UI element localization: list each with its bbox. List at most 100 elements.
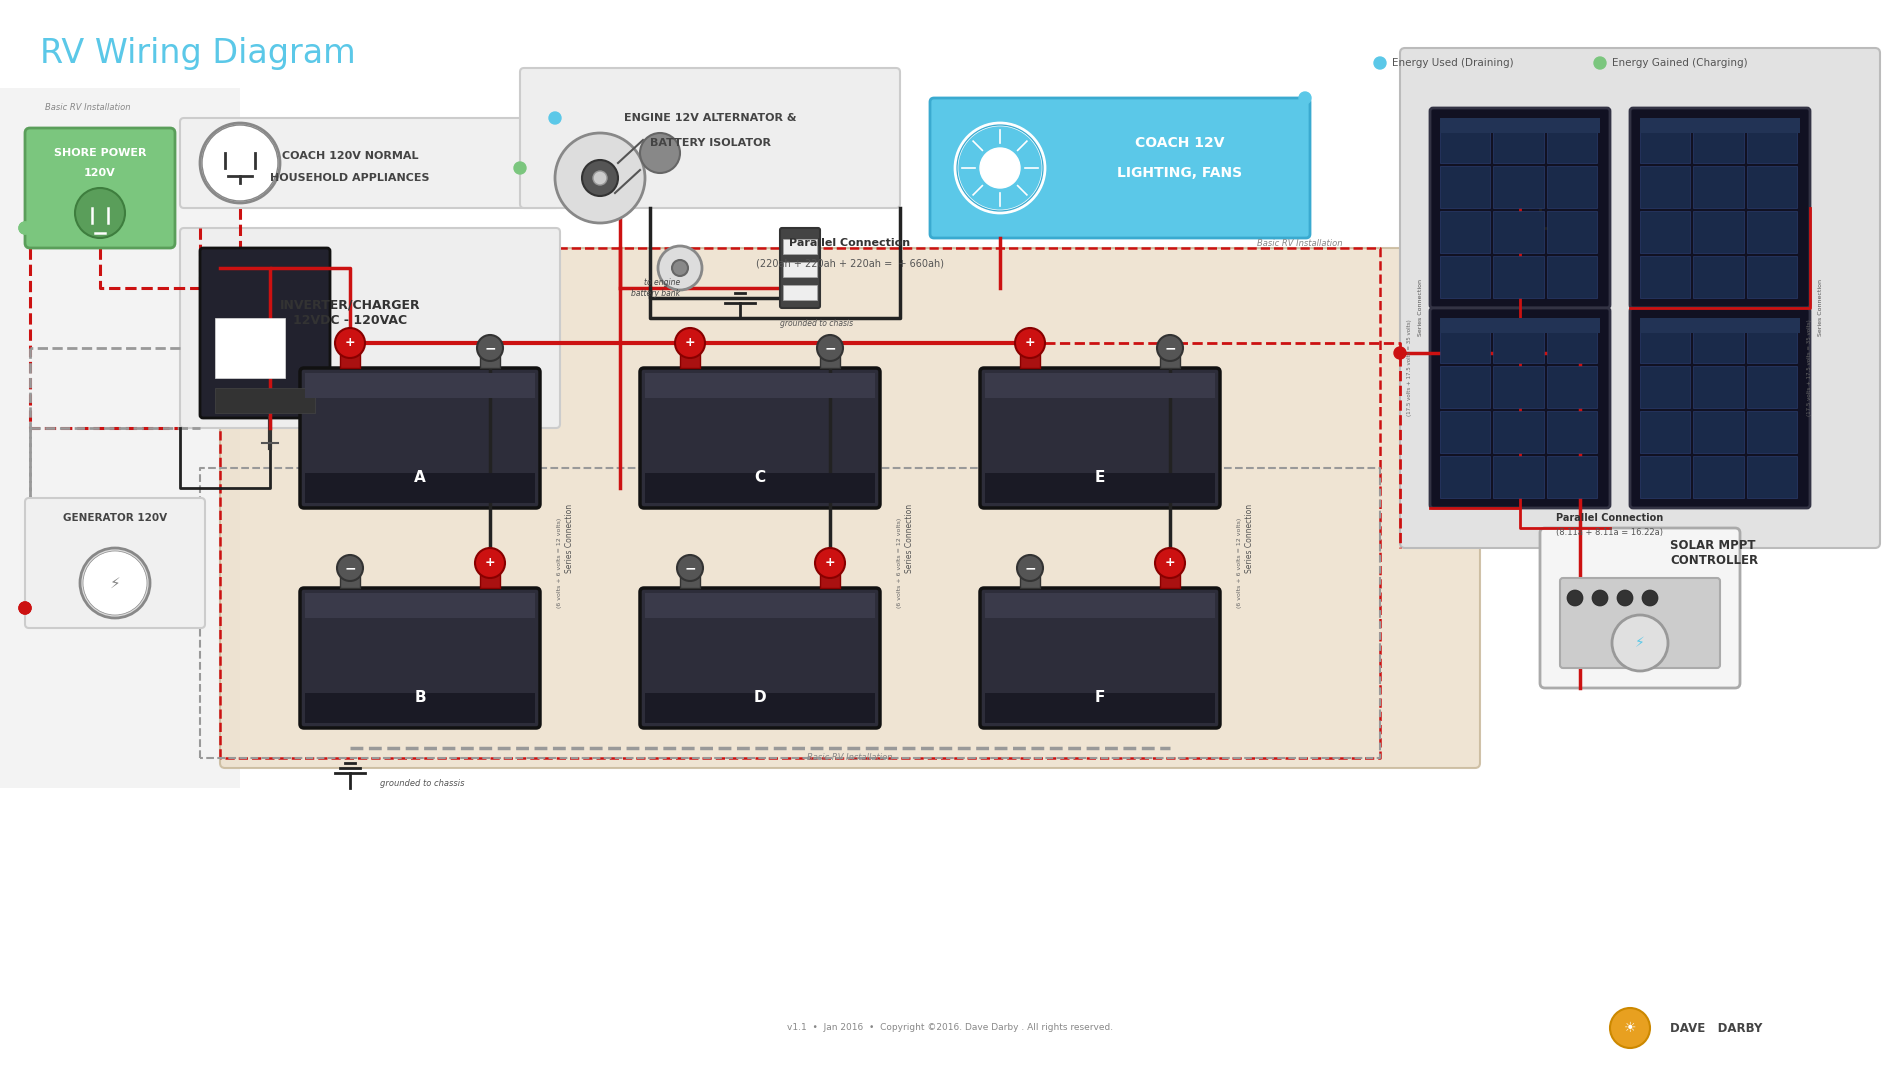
Bar <box>1547 166 1598 208</box>
Bar <box>1746 321 1797 363</box>
Bar <box>340 568 359 588</box>
Bar <box>984 693 1214 723</box>
Bar <box>1493 121 1543 163</box>
Text: GENERATOR 120V: GENERATOR 120V <box>63 513 167 523</box>
FancyBboxPatch shape <box>1560 578 1720 668</box>
Circle shape <box>201 125 277 201</box>
FancyBboxPatch shape <box>1431 308 1609 508</box>
Circle shape <box>657 246 701 290</box>
Bar <box>1020 568 1039 588</box>
Text: ☀: ☀ <box>1624 1021 1636 1035</box>
Text: A: A <box>414 471 426 486</box>
Circle shape <box>674 328 705 358</box>
Text: COACH 12V: COACH 12V <box>1136 136 1226 150</box>
Bar <box>680 343 699 368</box>
Text: Series Connection: Series Connection <box>566 503 574 572</box>
Circle shape <box>581 160 618 197</box>
Circle shape <box>682 336 697 350</box>
Circle shape <box>958 126 1041 210</box>
Text: SHORE POWER: SHORE POWER <box>53 148 146 158</box>
Bar <box>1440 456 1490 498</box>
Bar <box>1020 343 1039 368</box>
Bar <box>1440 121 1490 163</box>
Bar <box>1640 411 1691 453</box>
Text: LIGHTING, FANS: LIGHTING, FANS <box>1117 166 1243 180</box>
Bar <box>1746 256 1797 298</box>
Bar <box>1746 366 1797 408</box>
Text: −: − <box>1024 561 1036 575</box>
Text: Basic RV Installation: Basic RV Installation <box>46 104 131 112</box>
Bar <box>306 473 536 503</box>
Circle shape <box>344 336 357 350</box>
FancyBboxPatch shape <box>1630 108 1811 308</box>
Text: −: − <box>484 341 496 355</box>
Bar <box>1746 166 1797 208</box>
Circle shape <box>593 171 606 185</box>
Text: +: + <box>344 336 355 349</box>
Bar <box>1493 321 1543 363</box>
Text: BATTERY ISOLATOR: BATTERY ISOLATOR <box>650 138 771 148</box>
Bar <box>1547 411 1598 453</box>
FancyBboxPatch shape <box>640 368 880 508</box>
Circle shape <box>1395 347 1406 359</box>
Bar <box>1746 211 1797 253</box>
FancyBboxPatch shape <box>521 68 901 208</box>
Bar <box>783 262 817 277</box>
Circle shape <box>200 123 279 203</box>
Text: −: − <box>344 561 355 575</box>
Bar <box>1547 211 1598 253</box>
Circle shape <box>19 222 30 234</box>
Circle shape <box>477 335 504 361</box>
FancyBboxPatch shape <box>640 588 880 728</box>
Bar <box>1693 321 1744 363</box>
Text: C: C <box>754 471 766 486</box>
Circle shape <box>1300 92 1311 104</box>
FancyBboxPatch shape <box>180 117 560 208</box>
Bar <box>1693 411 1744 453</box>
Bar <box>1440 211 1490 253</box>
FancyBboxPatch shape <box>980 368 1220 508</box>
Circle shape <box>1642 590 1659 606</box>
FancyBboxPatch shape <box>781 227 821 308</box>
Text: (8.11a + 8.11a = 16.22a): (8.11a + 8.11a = 16.22a) <box>1556 529 1664 537</box>
Text: (6 volts + 6 volts = 12 volts): (6 volts + 6 volts = 12 volts) <box>897 518 902 608</box>
Text: Energy Used (Draining): Energy Used (Draining) <box>1393 58 1514 68</box>
Text: Series Connection: Series Connection <box>1818 280 1822 336</box>
Circle shape <box>1374 57 1385 69</box>
Circle shape <box>1017 555 1043 581</box>
Circle shape <box>19 602 30 614</box>
Bar <box>1440 366 1490 408</box>
Text: +: + <box>1165 556 1176 569</box>
Bar <box>1547 256 1598 298</box>
Circle shape <box>1157 335 1184 361</box>
Bar <box>783 239 817 254</box>
Bar <box>1440 256 1490 298</box>
Bar <box>1640 366 1691 408</box>
Text: COACH 120V NORMAL: COACH 120V NORMAL <box>281 151 418 161</box>
Bar <box>1640 211 1691 253</box>
Text: Basic RV Installation: Basic RV Installation <box>1258 238 1343 248</box>
Text: Parallel Connection: Parallel Connection <box>788 238 910 248</box>
Bar <box>1547 456 1598 498</box>
Circle shape <box>1568 590 1583 606</box>
Text: grounded to chassis: grounded to chassis <box>380 779 464 787</box>
Bar <box>821 563 840 588</box>
Bar <box>1440 321 1490 363</box>
Bar <box>1640 117 1799 134</box>
Circle shape <box>1155 548 1186 578</box>
Bar <box>1693 166 1744 208</box>
Bar <box>1493 166 1543 208</box>
Text: ⚡: ⚡ <box>1636 637 1645 650</box>
Text: Energy Gained (Charging): Energy Gained (Charging) <box>1611 58 1748 68</box>
Text: INVERTER/CHARGER
12VDC - 120VAC: INVERTER/CHARGER 12VDC - 120VAC <box>279 299 420 327</box>
Bar <box>1493 411 1543 453</box>
Text: (6 volts + 6 volts = 12 volts): (6 volts + 6 volts = 12 volts) <box>557 518 562 608</box>
Text: Parallel Connection: Parallel Connection <box>1556 513 1664 523</box>
Bar <box>1640 166 1691 208</box>
Bar <box>1640 456 1691 498</box>
Bar <box>1640 256 1691 298</box>
Bar <box>306 693 536 723</box>
Bar <box>1440 166 1490 208</box>
Bar <box>1440 411 1490 453</box>
Circle shape <box>19 222 30 234</box>
